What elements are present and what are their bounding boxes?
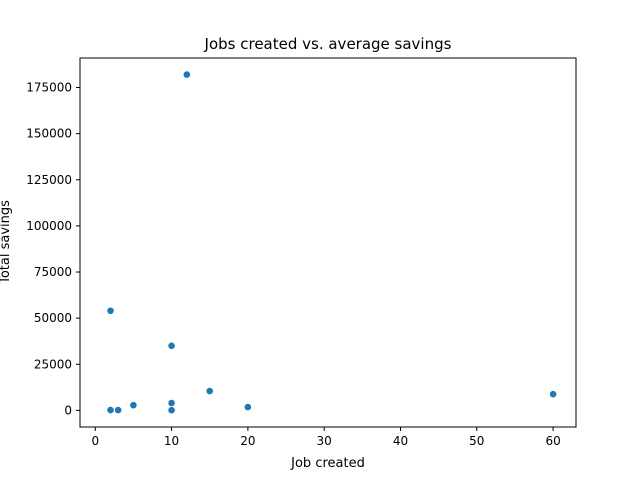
x-axis-label: Job created [290,456,365,471]
x-tick-label: 10 [164,434,179,448]
y-tick-label: 175000 [26,81,72,95]
data-point [243,403,252,411]
y-tick-label: 125000 [26,173,72,187]
y-tick-label: 100000 [26,219,72,233]
data-point [549,390,558,399]
data-point [167,399,176,407]
data-point [205,387,214,395]
y-axis-label: Total savings [0,200,13,285]
plot-area [79,57,577,428]
x-tick-label: 40 [393,434,408,448]
y-tick-label: 150000 [26,127,72,141]
data-point [106,306,115,315]
y-tick-label: 50000 [34,311,72,325]
x-tick-label: 30 [317,434,332,448]
x-axis: 0 10 20 30 40 50 60 [91,427,561,448]
x-tick-label: 20 [240,434,255,448]
data-point [114,406,123,414]
y-axis: 0 25000 50000 75000 100000 125000 150000 175000 [26,81,80,417]
data-points [106,70,558,415]
data-point [106,406,115,414]
y-tick-label: 25000 [34,357,72,371]
data-point [182,70,191,79]
y-tick-label: 75000 [34,265,72,279]
x-tick-label: 60 [545,434,560,448]
chart-title: Jobs created vs. average savings [204,35,452,53]
y-tick-label: 0 [64,403,72,417]
x-tick-label: 50 [469,434,484,448]
x-tick-label: 0 [91,434,99,448]
data-point [167,406,176,415]
data-point [167,341,176,350]
data-point [129,401,138,410]
